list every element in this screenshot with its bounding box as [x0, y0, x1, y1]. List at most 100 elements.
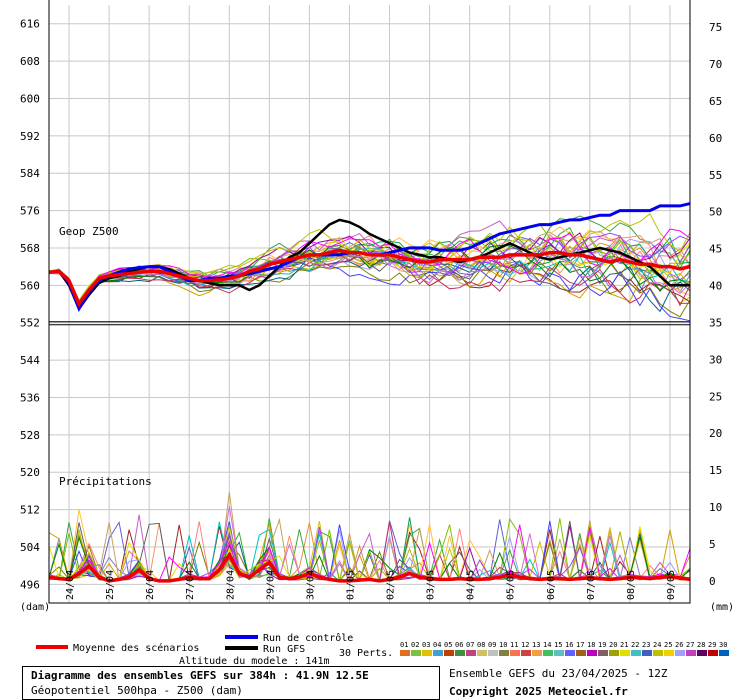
x-tick-label: 29/04 [265, 570, 276, 600]
x-tick-label: 04/05 [466, 570, 477, 600]
pert-swatch [686, 650, 696, 656]
x-tick-label: 27/04 [185, 570, 196, 600]
pert-number: 10 [499, 641, 507, 649]
pert-number: 13 [532, 641, 540, 649]
pert-swatch [444, 650, 454, 656]
left-tick-label: 504 [20, 541, 40, 554]
pert-number: 09 [488, 641, 496, 649]
right-tick-label: 10 [709, 501, 722, 514]
pert-number: 26 [675, 641, 683, 649]
altitude-label: Altitude du modele : 141m [179, 656, 330, 667]
pert-number: 20 [609, 641, 617, 649]
right-tick-label: 0 [709, 575, 716, 588]
right-tick-label: 70 [709, 58, 722, 71]
pert-number: 03 [422, 641, 430, 649]
right-tick-label: 30 [709, 353, 722, 366]
pert-swatch [609, 650, 619, 656]
pert-number: 12 [521, 641, 529, 649]
pert-number: 11 [510, 641, 518, 649]
pert-swatch [466, 650, 476, 656]
pert-swatch [697, 650, 707, 656]
pert-number: 05 [444, 641, 452, 649]
x-tick-label: 26/04 [145, 570, 156, 600]
member-precip-line [48, 492, 691, 582]
pert-number: 04 [433, 641, 441, 649]
pert-number: 06 [455, 641, 463, 649]
right-tick-label: 40 [709, 280, 722, 293]
pert-number: 02 [411, 641, 419, 649]
right-tick-label: 20 [709, 427, 722, 440]
x-tick-label: 30/04 [305, 570, 316, 600]
plot-frame [48, 0, 691, 604]
pert-number: 30 [719, 641, 727, 649]
pert-swatch [422, 650, 432, 656]
pert-number: 18 [587, 641, 595, 649]
pert-number: 24 [653, 641, 661, 649]
x-tick-label: 07/05 [586, 570, 597, 600]
left-tick-label: 520 [20, 466, 40, 479]
info-box: Diagramme des ensembles GEFS sur 384h : … [22, 666, 440, 700]
left-tick-label: 528 [20, 429, 40, 442]
x-tick-label: 05/05 [506, 570, 517, 600]
x-tick-label: 02/05 [386, 570, 397, 600]
left-tick-label: 616 [20, 18, 40, 31]
precip-label: Précipitations [59, 475, 152, 488]
pert-swatch [499, 650, 509, 656]
pert-swatch [653, 650, 663, 656]
left-tick-label: 552 [20, 317, 40, 330]
member-z500-line [48, 231, 691, 305]
pert-number: 14 [543, 641, 551, 649]
mean-legend-label: Moyenne des scénarios [73, 642, 199, 654]
control-legend-label: Run de contrôle [263, 632, 353, 644]
pert-swatch [477, 650, 487, 656]
run-info: Ensemble GEFS du 23/04/2025 - 12Z [449, 667, 668, 680]
left-tick-label: 536 [20, 391, 40, 404]
pert-number: 08 [477, 641, 485, 649]
info-subtitle: Géopotentiel 500hpa - Z500 (dam) [31, 684, 243, 697]
right-tick-label: 50 [709, 206, 722, 219]
pert-swatch [576, 650, 586, 656]
right-tick-label: 15 [709, 464, 722, 477]
x-tick-label: 01/05 [345, 570, 356, 600]
pert-swatch [554, 650, 564, 656]
x-tick-label: 06/05 [546, 570, 557, 600]
right-tick-label: 35 [709, 316, 722, 329]
perturbation-swatches: 01 02 03 04 05 06 07 08 09 10 11 12 13 14 15 16 17 18 19 20… [400, 641, 729, 656]
left-tick-label: 496 [20, 578, 40, 591]
pert-swatch [488, 650, 498, 656]
chart-grid [49, 5, 690, 603]
pert-number: 19 [598, 641, 606, 649]
right-tick-label: 75 [709, 21, 722, 34]
left-tick-label: 600 [20, 92, 40, 105]
x-tick-label: 09/05 [666, 570, 677, 600]
pert-swatch [664, 650, 674, 656]
pert-number: 28 [697, 641, 705, 649]
perts-legend-label: 30 Perts. [339, 648, 393, 659]
pert-number: 29 [708, 641, 716, 649]
right-tick-label: 55 [709, 169, 722, 182]
right-tick-label: 45 [709, 243, 722, 256]
x-tick-label: 25/04 [105, 570, 116, 600]
right-tick-label: 25 [709, 390, 722, 403]
pert-number: 22 [631, 641, 639, 649]
left-tick-label: 568 [20, 242, 40, 255]
right-tick-label: 65 [709, 95, 722, 108]
info-title: Diagramme des ensembles GEFS sur 384h : … [31, 669, 369, 682]
pert-swatch [532, 650, 542, 656]
pert-swatch [598, 650, 608, 656]
member-z500-line [48, 247, 691, 307]
pert-number: 23 [642, 641, 650, 649]
mean-z500-line [48, 248, 691, 308]
pert-number: 21 [620, 641, 628, 649]
left-tick-label: 592 [20, 130, 40, 143]
geop-label: Geop Z500 [59, 225, 119, 238]
pert-swatch [455, 650, 465, 656]
pert-number: 07 [466, 641, 474, 649]
right-tick-label: 5 [709, 538, 716, 551]
pert-swatch [543, 650, 553, 656]
mean-precip-line [48, 551, 691, 583]
pert-number: 15 [554, 641, 562, 649]
left-tick-label: 584 [20, 167, 40, 180]
pert-swatch [510, 650, 520, 656]
